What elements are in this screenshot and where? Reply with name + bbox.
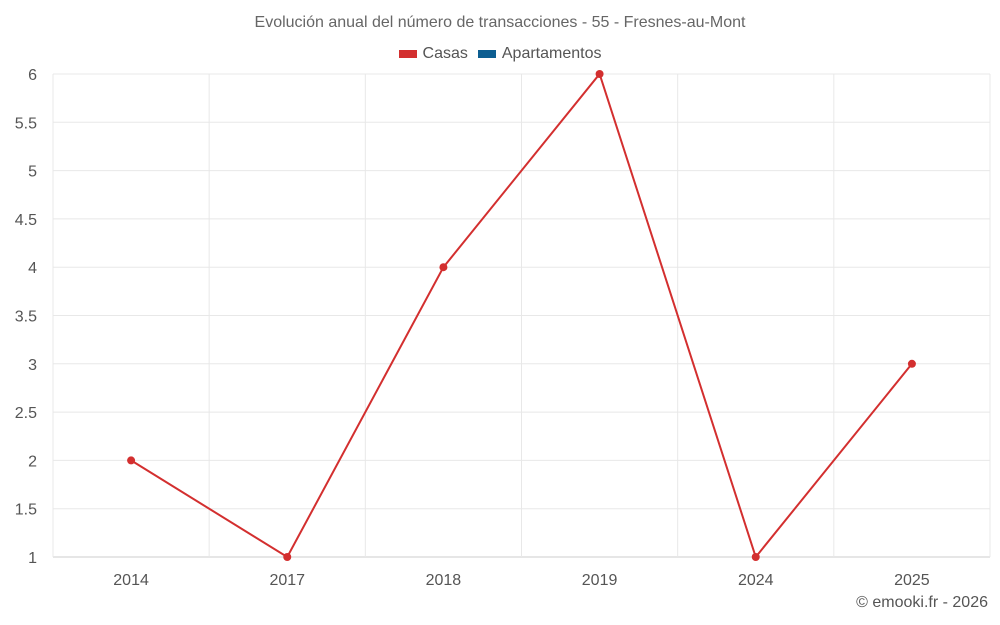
data-point [439, 263, 448, 272]
x-tick-label: 2014 [113, 572, 149, 589]
y-tick-label: 4 [28, 260, 37, 277]
y-tick-label: 6 [28, 67, 37, 84]
y-tick-label: 4.5 [15, 212, 37, 229]
data-point [751, 553, 760, 561]
x-tick-label: 2024 [738, 572, 774, 589]
y-tick-label: 1 [28, 550, 37, 567]
credit-text: © emooki.fr - 2026 [856, 594, 988, 611]
data-point [283, 553, 292, 561]
chart-title: Evolución anual del número de transaccio… [254, 14, 746, 31]
legend-item-apartamentos[interactable]: Apartamentos [477, 45, 602, 63]
y-tick-label: 2.5 [15, 405, 37, 422]
legend-swatch-apartamentos [477, 50, 496, 58]
y-tick-label: 1.5 [15, 502, 37, 519]
y-tick-label: 3 [28, 357, 37, 374]
x-tick-label: 2019 [582, 572, 618, 589]
data-point [595, 70, 604, 78]
legend-item-casas[interactable]: Casas [398, 45, 468, 63]
legend-label-apartamentos: Apartamentos [501, 45, 602, 62]
y-tick-label: 5 [28, 164, 37, 181]
x-tick-label: 2018 [426, 572, 462, 589]
y-tick-label: 3.5 [15, 309, 37, 326]
y-tick-label: 2 [28, 453, 37, 470]
x-tick-label: 2025 [894, 572, 930, 589]
x-tick-label: 2017 [269, 572, 305, 589]
y-tick-label: 5.5 [15, 115, 37, 132]
chart-legend: Casas Apartamentos [0, 45, 1000, 63]
legend-label-casas: Casas [422, 45, 468, 62]
data-point [127, 456, 136, 465]
legend-swatch-casas [398, 50, 417, 58]
series-line-casas [130, 71, 913, 560]
data-point [907, 359, 916, 368]
